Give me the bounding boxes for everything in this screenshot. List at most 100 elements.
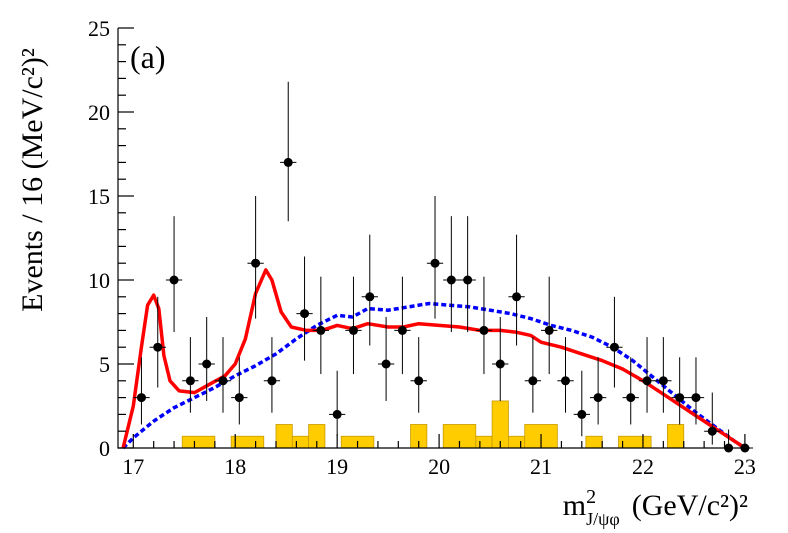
data-point (312, 276, 330, 375)
x-axis-label-sup: 2 (586, 486, 596, 508)
data-point (394, 276, 411, 375)
data-marker (397, 325, 407, 335)
data-marker (234, 393, 244, 403)
axis-frame (117, 28, 750, 449)
data-point (410, 337, 427, 413)
data-point (622, 357, 639, 425)
x-axis-label-main: m (563, 489, 586, 522)
data-point (443, 216, 460, 333)
y-axis-label: Events / 16 (MeV/c²)² (16, 48, 49, 312)
data-point (231, 357, 248, 425)
data-point (508, 234, 525, 346)
data-point (655, 337, 672, 413)
background-hist-bar (585, 435, 603, 449)
data-marker (446, 275, 456, 285)
data-point (182, 337, 199, 413)
data-marker (658, 376, 668, 386)
data-marker (267, 376, 277, 386)
data-point (638, 337, 656, 413)
x-tick-label: 21 (530, 454, 552, 479)
data-point (263, 337, 281, 413)
background-hist-bar (618, 435, 652, 449)
data-marker (577, 409, 587, 419)
x-tick-label: 23 (734, 454, 756, 479)
y-tick-label: 5 (99, 352, 110, 377)
data-point (589, 357, 607, 425)
data-point (459, 216, 476, 333)
data-point (426, 196, 444, 319)
data-marker (560, 376, 570, 386)
y-tick-label: 20 (88, 100, 110, 125)
data-marker (348, 325, 358, 335)
data-marker (479, 325, 489, 335)
data-marker (495, 359, 505, 369)
background-hist-bar (667, 424, 685, 449)
data-marker (381, 359, 391, 369)
data-marker (544, 325, 554, 335)
data-marker (332, 409, 342, 419)
data-marker (707, 426, 717, 436)
background-hist-bar (291, 435, 310, 449)
data-point (361, 234, 378, 346)
data-marker (691, 393, 701, 403)
background-hist-bar (230, 435, 265, 449)
background-curve (121, 301, 746, 450)
data-point (475, 276, 493, 375)
x-tick-label: 20 (428, 454, 450, 479)
data-marker (185, 376, 195, 386)
data-marker (300, 309, 310, 319)
y-tick-label: 10 (88, 268, 110, 293)
data-marker (609, 342, 619, 352)
axes: 17 18 19 20 21 22 23 0 5 10 15 20 25 (88, 16, 756, 479)
data-point (557, 337, 574, 413)
x-tick-label: 17 (122, 454, 144, 479)
data-marker (136, 393, 146, 403)
data-marker (414, 376, 424, 386)
x-axis-label: m2 J/ψφ (GeV/c²)² (563, 486, 748, 529)
data-point (247, 196, 264, 319)
data-point (377, 316, 395, 401)
curves (121, 268, 746, 450)
y-tick-label: 25 (88, 16, 110, 41)
data-point (606, 296, 623, 388)
x-axis-label-units: (GeV/c²)² (632, 489, 748, 522)
data-marker (365, 292, 375, 302)
data-marker (283, 157, 293, 167)
data-points (133, 81, 754, 453)
background-histogram (181, 400, 685, 449)
data-point (524, 337, 542, 413)
x-axis-label-sub: J/ψφ (586, 509, 620, 529)
panel-label: (a) (130, 39, 166, 75)
data-marker (202, 359, 212, 369)
data-marker (675, 393, 685, 403)
data-point (214, 337, 232, 413)
background-hist-bar (475, 435, 493, 449)
data-marker (316, 325, 326, 335)
data-marker (251, 258, 261, 268)
background-hist-bar (491, 400, 509, 449)
data-point (280, 81, 297, 222)
background-hist-bar (508, 435, 526, 449)
data-marker (528, 376, 538, 386)
data-point (541, 276, 558, 375)
data-point (133, 357, 150, 425)
data-marker (218, 376, 228, 386)
x-tick-label: 22 (632, 454, 654, 479)
data-marker (169, 275, 179, 285)
data-point (165, 216, 183, 333)
data-point (573, 370, 590, 437)
data-point (704, 392, 721, 445)
data-point (296, 256, 313, 361)
data-marker (593, 393, 603, 403)
data-point (687, 357, 705, 425)
data-marker (153, 342, 163, 352)
background-hist-bar (181, 435, 216, 449)
data-marker (463, 275, 473, 285)
data-point (492, 316, 509, 401)
data-point (149, 296, 166, 388)
x-tick-label: 18 (224, 454, 246, 479)
data-marker (626, 393, 636, 403)
data-point (329, 370, 346, 437)
background-hist-bar (275, 424, 293, 449)
